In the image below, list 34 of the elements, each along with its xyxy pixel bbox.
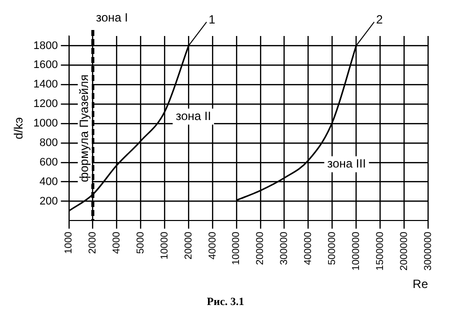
y-tick-label: 800 (40, 136, 58, 149)
x-tick-label: 1500000 (374, 231, 386, 271)
x-tick-label: 200000 (255, 231, 266, 266)
x-tick-label: 3000000 (422, 231, 434, 271)
x-tick-label: 5000 (135, 231, 146, 254)
y-tick-label: 400 (40, 176, 58, 188)
x-tick-label: 1000 (64, 231, 75, 254)
x-tick-label: 1000000 (350, 231, 362, 271)
x-tick-label: 500000 (326, 231, 338, 266)
x-tick-label: 400000 (303, 231, 314, 266)
y-tick-label: 600 (40, 156, 58, 168)
y-tick-label: 1600 (33, 59, 58, 72)
x-tick-label: 10000 (159, 231, 170, 260)
y-axis-title: d/kэ (12, 117, 26, 140)
x-tick-label: 300000 (279, 231, 290, 266)
x-tick-label: 4000 (112, 231, 123, 254)
y-tick-label: 1400 (33, 78, 58, 91)
ref-line-label: формула Пуазейля (77, 74, 92, 182)
y-tick-label: 1000 (33, 118, 58, 130)
text: Рис. 3.1 (206, 296, 246, 308)
text: 2 (376, 12, 384, 26)
x-axis-title: Re (412, 277, 428, 292)
x-tick-label: 100000 (231, 231, 242, 266)
annotation: зона II (176, 108, 212, 123)
text: 1 (208, 12, 216, 26)
y-tick-label: 200 (40, 195, 58, 208)
x-tick-label: 20000 (183, 231, 194, 260)
x-tick-label: 40000 (207, 231, 218, 260)
y-tick-label: 1800 (33, 40, 58, 52)
x-tick-label: 2000000 (398, 231, 410, 271)
annotation: зона III (327, 156, 366, 171)
x-tick-label: 2000 (88, 231, 99, 254)
y-tick-label: 1200 (33, 98, 58, 110)
text: зона I (96, 10, 128, 24)
